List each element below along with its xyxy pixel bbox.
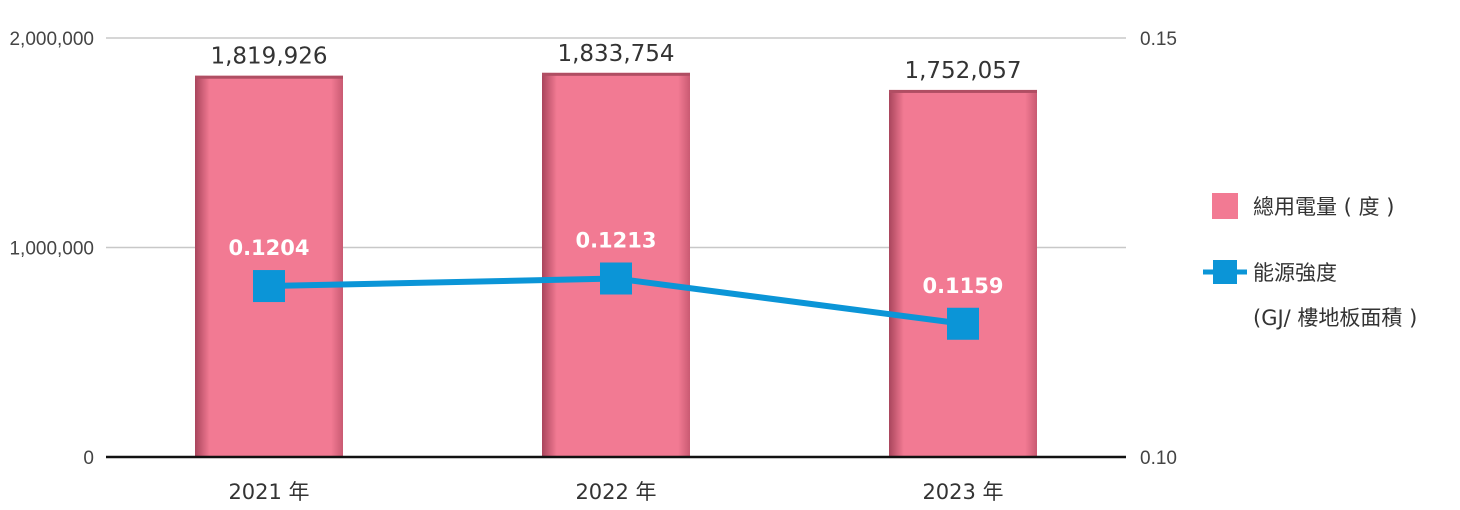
line-marker: [600, 262, 632, 295]
legend-swatch-bar: [1212, 193, 1238, 219]
line-value-label: 0.1213: [575, 229, 656, 253]
y-right-tick-label: 0.10: [1140, 448, 1177, 469]
legend-label-line: 能源強度: [1253, 261, 1337, 285]
bar-top-edge: [889, 89, 1037, 93]
data-labels: 1,819,926 1,833,754 1,752,057 0.1204 0.1213 0…: [210, 41, 1021, 298]
axes: 0 1,000,000 2,000,000 0.10 0.15 2021 年 2022 年 2…: [9, 29, 1177, 504]
legend-label-bar: 總用電量 ( 度 ): [1253, 195, 1394, 219]
bar-top-edge: [195, 75, 343, 79]
x-tick-label: 2021 年: [228, 480, 309, 504]
bar-top-edge: [542, 72, 690, 76]
line-value-label: 0.1159: [922, 274, 1003, 298]
bar-value-label: 1,833,754: [557, 41, 674, 67]
legend-swatch-marker: [1213, 260, 1237, 284]
bar-value-label: 1,819,926: [210, 44, 327, 70]
x-tick-label: 2022 年: [575, 480, 656, 504]
line-series: [253, 262, 979, 340]
line-marker: [947, 307, 979, 340]
line-marker: [253, 270, 285, 303]
legend-label-line-unit: (GJ/ 樓地板面積 ): [1253, 306, 1417, 330]
y-left-tick-label: 0: [83, 448, 94, 469]
legend: 總用電量 ( 度 ) 能源強度 (GJ/ 樓地板面積 ): [1203, 193, 1417, 330]
y-left-tick-label: 2,000,000: [9, 29, 94, 50]
bar: [195, 75, 343, 458]
x-tick-label: 2023 年: [922, 480, 1003, 504]
line-value-label: 0.1204: [228, 236, 309, 260]
y-right-tick-label: 0.15: [1140, 29, 1177, 50]
bar: [889, 89, 1037, 457]
bar-value-label: 1,752,057: [904, 58, 1021, 84]
bar-series: [195, 72, 1037, 458]
y-left-tick-label: 1,000,000: [9, 239, 94, 260]
